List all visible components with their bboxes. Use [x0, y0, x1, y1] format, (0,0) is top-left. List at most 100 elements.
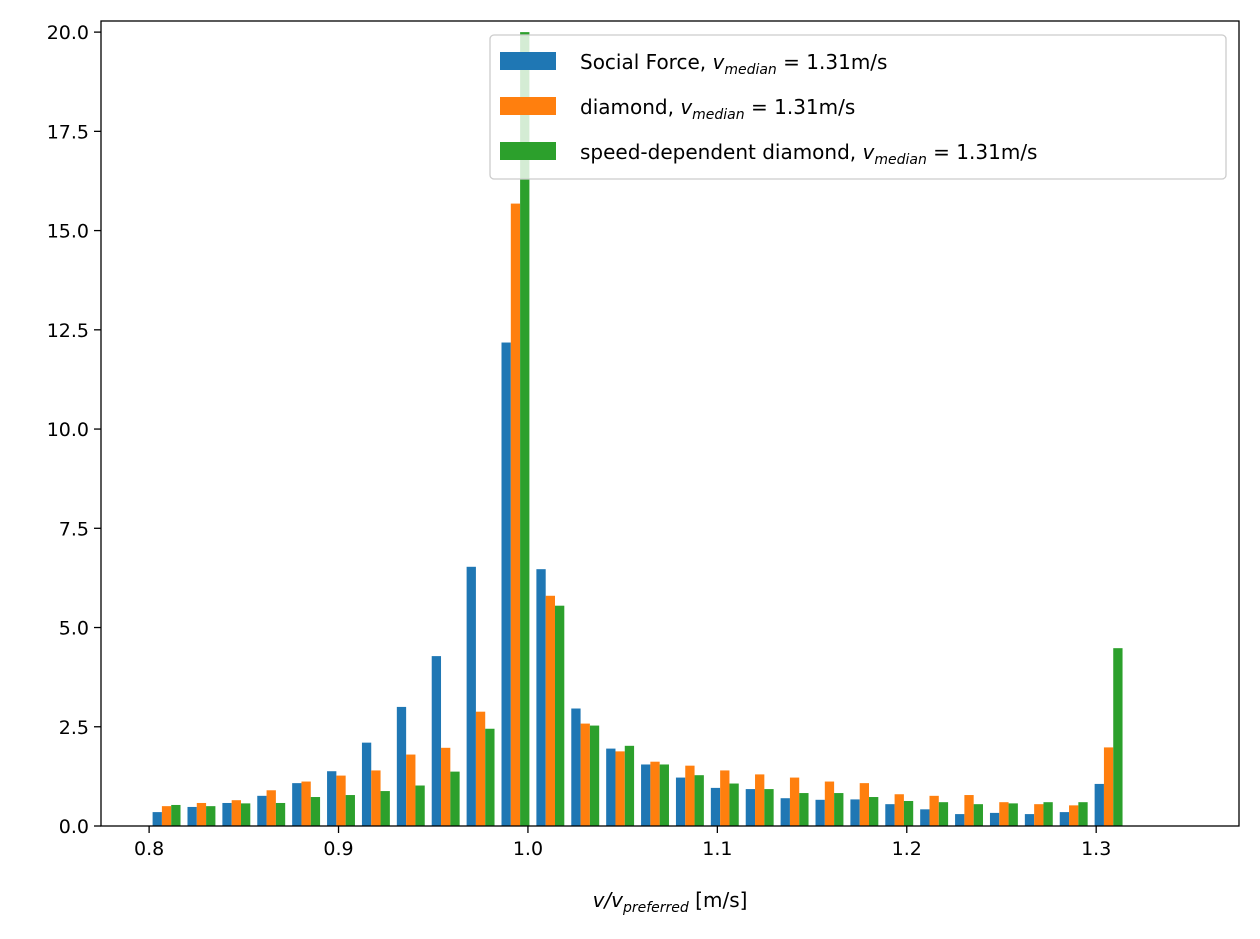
bar-0-11 — [536, 569, 546, 826]
bar-2-14 — [659, 764, 669, 826]
x-label-sub: preferred — [622, 900, 689, 916]
bar-2-11 — [554, 605, 565, 826]
bar-2-0 — [171, 804, 181, 826]
bar-1-15 — [685, 765, 695, 826]
bar-0-6 — [361, 742, 372, 826]
bar-1-8 — [441, 747, 451, 826]
bar-2-27 — [1113, 648, 1123, 826]
bar-1-16 — [720, 770, 730, 826]
bar-1-1 — [196, 802, 207, 826]
legend: Social Force, vmedian = 1.31m/s diamond, … — [489, 34, 1227, 180]
bar-2-18 — [799, 793, 809, 826]
bar-0-23 — [955, 814, 965, 826]
legend-swatch-0 — [500, 52, 556, 70]
y-tick-label: 20.0 — [47, 22, 89, 44]
x-tick-label: 1.2 — [892, 838, 922, 860]
bar-1-27 — [1103, 747, 1114, 826]
bar-2-2 — [240, 803, 251, 826]
bar-2-9 — [485, 728, 495, 826]
x-axis: 0.8 0.9 1.0 1.1 1.2 1.3 — [134, 826, 1111, 860]
bar-0-10 — [501, 342, 511, 826]
legend-label-0: Social Force, vmedian = 1.31m/s — [580, 50, 887, 78]
bar-1-11 — [545, 595, 555, 826]
bar-2-12 — [589, 725, 600, 826]
bar-0-8 — [431, 656, 442, 826]
bar-1-23 — [964, 795, 974, 826]
bar-0-5 — [327, 771, 337, 826]
bar-0-21 — [885, 804, 895, 826]
bar-1-21 — [894, 794, 904, 826]
bar-2-20 — [869, 797, 879, 826]
bar-0-26 — [1059, 812, 1070, 826]
bar-2-10 — [520, 32, 530, 827]
bar-1-2 — [231, 800, 241, 826]
y-axis: 0.0 2.5 5.0 7.5 10.0 12.5 15.0 17.5 20.0 — [47, 22, 101, 838]
bar-1-17 — [755, 774, 765, 826]
legend-box — [489, 34, 1227, 180]
bar-0-0 — [152, 812, 162, 826]
y-tick-label: 15.0 — [47, 221, 89, 243]
bar-0-4 — [292, 783, 302, 826]
bar-0-18 — [780, 798, 790, 826]
bar-2-13 — [624, 745, 635, 826]
bar-1-3 — [266, 790, 276, 826]
bar-1-19 — [824, 781, 835, 826]
bar-0-3 — [257, 795, 267, 826]
bar-2-1 — [206, 806, 216, 826]
bar-1-5 — [336, 775, 346, 826]
bar-0-25 — [1024, 814, 1035, 826]
bar-1-20 — [859, 783, 870, 826]
legend-label-1: diamond, vmedian = 1.31m/s — [580, 95, 855, 123]
bar-2-23 — [973, 804, 983, 826]
bar-1-6 — [371, 770, 381, 826]
bar-0-1 — [187, 806, 197, 826]
bar-0-14 — [641, 764, 651, 826]
bar-1-12 — [580, 723, 590, 826]
x-tick-label: 0.8 — [134, 838, 164, 860]
bar-2-4 — [310, 797, 321, 826]
bar-2-15 — [694, 775, 704, 826]
bar-1-25 — [1034, 804, 1044, 826]
bar-0-7 — [396, 706, 407, 826]
bar-0-15 — [675, 777, 686, 826]
x-label-main: v/v — [593, 888, 625, 912]
y-tick-label: 0.0 — [59, 816, 89, 838]
bar-2-5 — [345, 795, 355, 826]
bar-0-20 — [850, 799, 860, 826]
bar-1-14 — [650, 761, 660, 826]
bar-2-25 — [1043, 802, 1053, 826]
bar-2-6 — [380, 791, 390, 826]
y-tick-label: 10.0 — [47, 419, 89, 441]
bar-1-10 — [510, 203, 521, 826]
bar-0-27 — [1094, 783, 1104, 826]
bar-1-9 — [475, 711, 486, 826]
x-label-unit: [m/s] — [689, 888, 748, 912]
bar-0-17 — [745, 789, 756, 826]
legend-swatch-2 — [500, 142, 556, 160]
bar-1-26 — [1069, 805, 1079, 826]
x-tick-label: 0.9 — [323, 838, 353, 860]
y-tick-label: 17.5 — [47, 121, 89, 143]
bar-0-13 — [606, 748, 616, 826]
legend-swatch-1 — [500, 97, 556, 115]
legend-label-2: speed-dependent diamond, vmedian = 1.31m… — [580, 140, 1037, 168]
bar-2-17 — [764, 789, 774, 826]
x-tick-label: 1.3 — [1081, 838, 1111, 860]
y-tick-label: 12.5 — [47, 320, 89, 342]
bar-1-18 — [789, 777, 800, 826]
bar-1-22 — [929, 795, 939, 826]
x-tick-label: 1.0 — [513, 838, 543, 860]
bar-1-0 — [161, 806, 172, 826]
bar-0-9 — [466, 566, 476, 826]
bar-0-16 — [710, 787, 721, 826]
bar-2-24 — [1008, 803, 1018, 826]
y-tick-label: 2.5 — [59, 717, 89, 739]
x-tick-label: 1.1 — [702, 838, 732, 860]
y-tick-label: 7.5 — [59, 518, 89, 540]
bar-2-16 — [729, 783, 739, 826]
bar-2-22 — [938, 802, 949, 826]
bar-2-19 — [834, 793, 844, 826]
bar-2-21 — [903, 800, 914, 826]
plot-frame — [100, 20, 1240, 827]
